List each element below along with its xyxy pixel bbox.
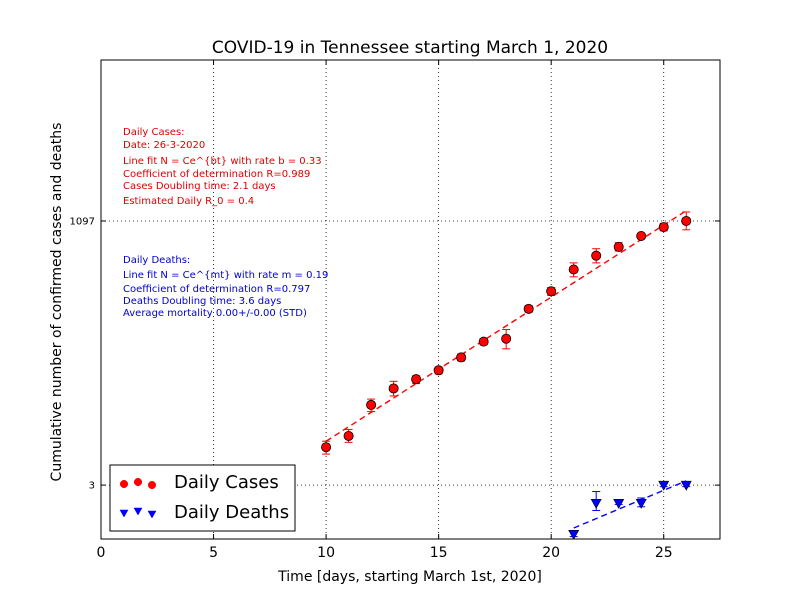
- cases-annotation-doubling: Cases Doubling time: 2.1 days: [123, 181, 276, 192]
- deaths-point: [590, 498, 602, 509]
- cases-point: [343, 430, 354, 441]
- cases-point: [411, 374, 422, 385]
- legend-cases-marker: [147, 480, 157, 490]
- legend-deaths-label: Daily Deaths: [174, 502, 289, 523]
- deaths-point: [613, 498, 625, 509]
- deaths-annotation-mortality: Average mortality 0.00+/-0.00 (STD): [123, 308, 307, 319]
- cases-fit-line: [325, 210, 687, 442]
- deaths-point: [635, 498, 647, 509]
- legend-cases-marker: [133, 477, 143, 487]
- legend-cases-markers: [119, 477, 157, 490]
- legend: Daily Cases Daily Deaths: [109, 464, 296, 532]
- y-tick-label: 3: [89, 481, 95, 492]
- chart-title: COVID-19 in Tennessee starting March 1, …: [212, 38, 608, 58]
- cases-annotation: Daily Cases: Date: 26-3-2020 Line fit N …: [123, 127, 322, 207]
- deaths-annotation-doubling: Deaths Doubling time: 3.6 days: [123, 296, 281, 307]
- x-tick-label: 5: [209, 545, 218, 561]
- cases-point: [546, 286, 557, 297]
- deaths-fit-line: [573, 480, 687, 529]
- cases-point: [388, 383, 399, 394]
- legend-deaths-marker: [147, 510, 157, 519]
- deaths-annotation-r: Coefficient of determination R=0.797: [123, 284, 310, 295]
- deaths-point: [658, 480, 670, 491]
- x-tick-label: 0: [97, 545, 106, 561]
- deaths-annotation: Daily Deaths: Line fit N = Ce^{mt} with …: [123, 255, 328, 319]
- cases-point: [478, 336, 489, 347]
- data-series: [321, 211, 692, 539]
- x-tick-label: 10: [317, 545, 335, 561]
- deaths-point: [568, 529, 580, 539]
- axis-ticks: 0 5 10 15 20 25 3 1097: [70, 60, 720, 561]
- cases-point: [613, 241, 624, 252]
- legend-box: [109, 464, 296, 532]
- cases-point: [568, 264, 579, 275]
- deaths-point: [680, 480, 692, 491]
- legend-deaths-marker: [119, 509, 129, 518]
- cases-point: [366, 399, 377, 410]
- cases-annotation-r: Coefficient of determination R=0.989: [123, 169, 310, 180]
- fit-lines: [325, 210, 687, 529]
- cases-point: [681, 215, 692, 226]
- x-tick-label: 15: [430, 545, 448, 561]
- cases-point: [636, 230, 647, 241]
- deaths-annotation-heading: Daily Deaths:: [123, 255, 190, 266]
- legend-deaths-markers: [119, 507, 157, 519]
- cases-point: [321, 442, 332, 453]
- cases-annotation-r0: Estimated Daily R_0 = 0.4: [123, 196, 254, 207]
- y-axis-label: Cumulative number of confirmed cases and…: [49, 123, 65, 482]
- legend-deaths-marker: [133, 507, 143, 516]
- cases-point: [591, 250, 602, 261]
- legend-cases-marker: [119, 479, 129, 489]
- cases-point: [658, 222, 669, 233]
- cases-point: [501, 333, 512, 344]
- cases-annotation-fit: Line fit N = Ce^{bt} with rate b = 0.33: [123, 156, 322, 167]
- y-tick-label: 1097: [70, 216, 95, 227]
- plot-frame: [100, 59, 721, 540]
- legend-cases-label: Daily Cases: [174, 472, 279, 493]
- x-axis-label: Time [days, starting March 1st, 2020]: [277, 569, 542, 585]
- cases-point: [456, 352, 467, 363]
- cases-point: [523, 303, 534, 314]
- deaths-annotation-fit: Line fit N = Ce^{mt} with rate m = 0.19: [123, 270, 328, 281]
- cases-point: [433, 365, 444, 376]
- cases-annotation-heading: Daily Cases:: [123, 127, 185, 138]
- x-tick-label: 20: [542, 545, 560, 561]
- cases-annotation-date: Date: 26-3-2020: [123, 140, 205, 151]
- x-tick-label: 25: [655, 545, 673, 561]
